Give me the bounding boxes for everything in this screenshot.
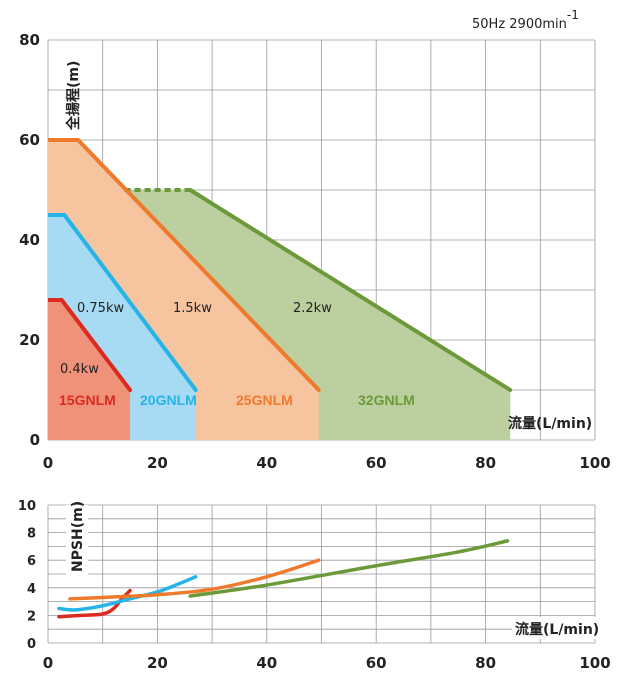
npsh-x-tick: 100	[579, 654, 610, 672]
npsh-y-tick: 0	[27, 637, 36, 652]
npsh-y-tick: 4	[27, 582, 36, 597]
npsh-chart-lines	[57, 539, 510, 619]
head-curve-15gnlm	[59, 298, 133, 392]
head-x-axis-label: 流量(L/min)	[508, 415, 592, 432]
npsh-y-tick: 2	[27, 609, 36, 624]
head-curve-32gnlm	[188, 188, 513, 392]
power-label-20gnlm: 0.75kw	[77, 301, 124, 316]
head-curve-25gnlm	[76, 138, 321, 392]
npsh-x-axis-label-bg	[512, 617, 608, 639]
power-label-25gnlm: 1.5kw	[173, 301, 212, 316]
npsh-x-tick: 40	[256, 654, 277, 672]
model-label-32gnlm: 32GNLM	[358, 392, 415, 408]
head-y-tick: 40	[19, 231, 40, 249]
head-curve-20gnlm	[62, 213, 198, 392]
model-label-20gnlm: 20GNLM	[140, 392, 197, 408]
head-x-tick: 40	[256, 454, 277, 472]
model-label-15gnlm: 15GNLM	[59, 392, 116, 408]
npsh-x-axis-label: 流量(L/min)	[515, 621, 599, 638]
head-y-tick: 80	[19, 31, 40, 49]
npsh-line-green	[188, 539, 510, 598]
head-x-tick: 0	[43, 454, 53, 472]
npsh-x-tick: 80	[475, 654, 496, 672]
npsh-y-tick: 8	[27, 527, 36, 542]
npsh-axis-label: NPSH(m)	[70, 501, 86, 572]
power-label-32gnlm: 2.2kw	[293, 301, 332, 316]
npsh-x-tick: 0	[43, 654, 53, 672]
head-area-15gnlm	[48, 300, 131, 440]
npsh-x-tick: 20	[147, 654, 168, 672]
npsh-y-tick: 6	[27, 554, 36, 569]
frequency-label: 50Hz 2900min-1	[472, 8, 579, 32]
head-chart: 0 20 40 60 80 0 20 40 60 80 100 全揚程(m) 流量(L/min) 0…	[19, 31, 611, 472]
head-chart-lines	[48, 138, 513, 392]
npsh-axis-label-bg	[66, 505, 88, 575]
head-x-tick: 80	[475, 454, 496, 472]
head-y-tick: 60	[19, 131, 40, 149]
head-y-tick: 20	[19, 331, 40, 349]
npsh-x-tick: 60	[366, 654, 387, 672]
head-x-tick: 60	[366, 454, 387, 472]
npsh-y-tick: 10	[18, 499, 36, 514]
head-y-tick: 0	[30, 431, 40, 449]
model-label-25gnlm: 25GNLM	[236, 392, 293, 408]
head-chart-areas	[48, 140, 511, 440]
npsh-line-orange	[68, 558, 321, 601]
head-x-tick: 100	[579, 454, 610, 472]
npsh-line-blue	[57, 575, 198, 612]
npsh-line-red	[57, 588, 132, 619]
head-axis-label: 全揚程(m)	[65, 61, 82, 131]
head-chart-ticks: 0 20 40 60 80 0 20 40 60 80 100	[19, 31, 611, 472]
npsh-chart-grid	[47, 504, 596, 644]
power-label-15gnlm: 0.4kw	[60, 362, 99, 377]
head-x-tick: 20	[147, 454, 168, 472]
